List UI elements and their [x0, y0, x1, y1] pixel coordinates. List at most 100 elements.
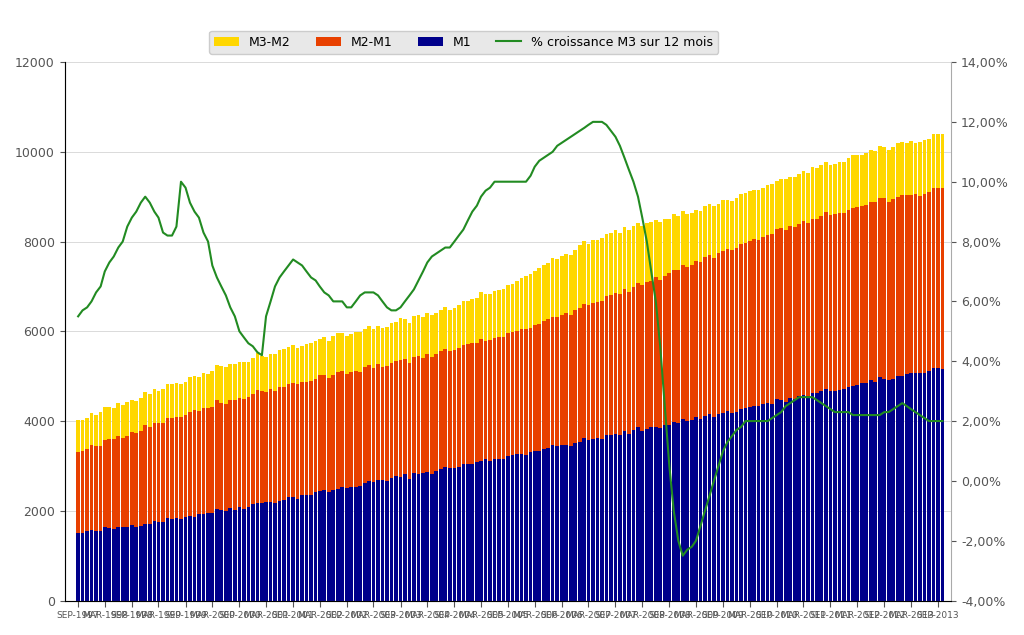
Bar	[368, 365, 371, 481]
Bar	[412, 474, 416, 601]
Bar	[919, 142, 922, 196]
Bar	[528, 328, 532, 452]
Bar	[900, 195, 904, 376]
Bar	[532, 271, 537, 324]
Bar	[694, 261, 697, 417]
Bar	[215, 365, 219, 401]
Bar	[430, 357, 434, 474]
Bar	[834, 391, 837, 601]
Bar	[166, 518, 169, 601]
Bar	[717, 204, 720, 253]
Bar	[613, 293, 617, 434]
Bar	[251, 394, 255, 504]
Bar	[753, 406, 756, 601]
Bar	[381, 480, 384, 601]
Bar	[770, 404, 774, 601]
Bar	[317, 338, 322, 375]
Bar	[368, 481, 371, 601]
Bar	[936, 134, 940, 188]
Bar	[596, 438, 599, 601]
Bar	[475, 298, 478, 343]
Bar	[851, 385, 855, 601]
Bar	[439, 469, 442, 601]
Bar	[564, 444, 568, 601]
Bar	[336, 371, 340, 488]
Bar	[560, 314, 563, 445]
Bar	[296, 348, 299, 384]
Bar	[788, 227, 792, 398]
Bar	[748, 407, 752, 601]
Bar	[403, 359, 407, 474]
Bar	[506, 333, 510, 456]
Bar	[197, 514, 201, 601]
Bar	[524, 330, 527, 455]
Bar	[90, 413, 93, 445]
Bar	[623, 431, 627, 601]
Bar	[883, 198, 886, 378]
Bar	[569, 446, 572, 601]
Bar	[802, 171, 805, 222]
Bar	[690, 265, 693, 420]
Bar	[753, 190, 756, 239]
Bar	[815, 168, 819, 219]
Bar	[873, 151, 877, 202]
Bar	[368, 326, 371, 365]
Bar	[264, 392, 268, 502]
Bar	[403, 319, 407, 359]
Bar	[354, 332, 357, 371]
Bar	[623, 289, 627, 431]
Bar	[425, 472, 429, 601]
Bar	[609, 295, 612, 435]
Bar	[855, 155, 859, 207]
Bar	[542, 321, 546, 450]
Bar	[869, 150, 872, 202]
Bar	[349, 334, 353, 372]
Bar	[600, 301, 604, 439]
Bar	[698, 262, 702, 419]
Bar	[532, 451, 537, 601]
Bar	[919, 196, 922, 373]
Bar	[618, 294, 622, 435]
Bar	[256, 390, 259, 503]
Bar	[515, 455, 519, 601]
Bar	[488, 294, 492, 340]
Bar	[896, 143, 899, 197]
Bar	[345, 488, 348, 601]
Bar	[847, 210, 850, 387]
Bar	[762, 237, 765, 404]
Bar	[242, 362, 246, 399]
Bar	[81, 420, 84, 451]
Bar	[470, 464, 474, 601]
Bar	[757, 406, 761, 601]
Bar	[596, 240, 599, 302]
Bar	[376, 364, 380, 480]
Bar	[394, 322, 397, 361]
Bar	[443, 467, 447, 601]
Bar	[85, 531, 89, 601]
Bar	[896, 376, 899, 601]
Bar	[726, 200, 729, 249]
Bar	[233, 509, 237, 601]
Bar	[345, 374, 348, 488]
Bar	[547, 448, 550, 601]
Bar	[211, 512, 214, 601]
Bar	[779, 228, 783, 400]
Bar	[354, 371, 357, 487]
Bar	[864, 152, 868, 205]
Bar	[681, 211, 685, 265]
Bar	[887, 380, 891, 601]
Bar	[623, 227, 627, 289]
Bar	[542, 265, 546, 321]
Bar	[743, 408, 748, 601]
Bar	[233, 364, 237, 400]
Bar	[815, 393, 819, 601]
Bar	[462, 464, 465, 601]
Bar	[645, 223, 648, 283]
Bar	[358, 332, 362, 371]
Bar	[98, 412, 102, 446]
Bar	[85, 449, 89, 531]
Bar	[121, 528, 125, 601]
Bar	[157, 522, 161, 601]
Bar	[913, 373, 918, 601]
Bar	[287, 347, 291, 384]
